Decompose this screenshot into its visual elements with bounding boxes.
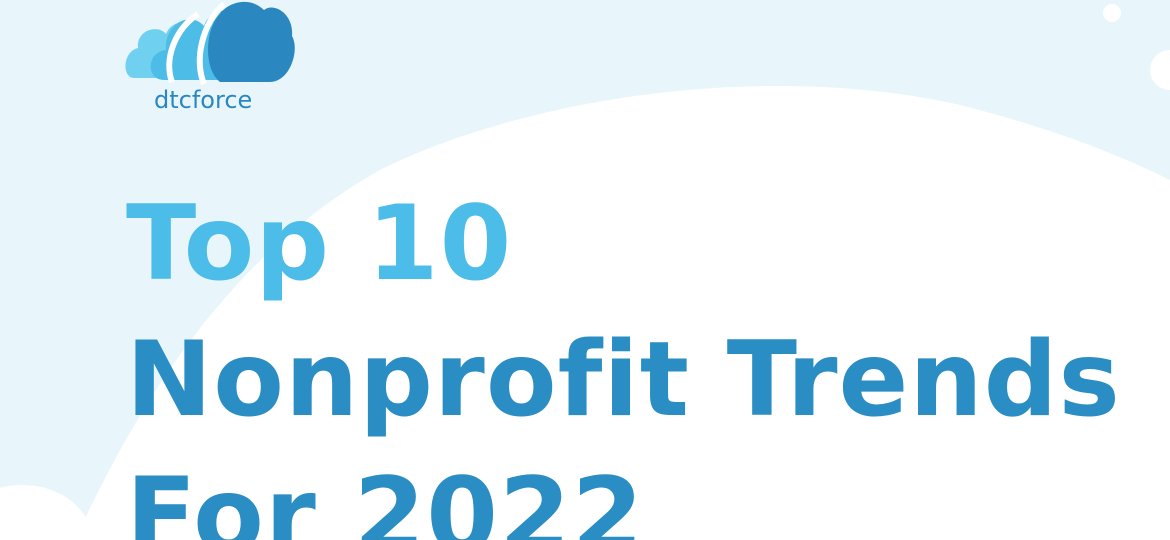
background-dot-small	[1103, 4, 1121, 22]
brand-name: dtcforce	[154, 86, 253, 114]
background-cloud-bump	[0, 485, 92, 540]
background-dot-large	[1150, 50, 1170, 90]
background-cloud-hill	[75, 85, 1170, 540]
headline: Top 10 Nonprofit Trends For 2022	[126, 176, 1121, 540]
headline-line-1: Top 10	[126, 184, 513, 304]
headline-line-2: Nonprofit Trends	[126, 320, 1121, 440]
headline-line-3: For 2022	[126, 456, 645, 540]
brand-logo[interactable]: dtcforce	[124, 0, 296, 125]
cloud-logo-icon	[125, 1, 295, 86]
